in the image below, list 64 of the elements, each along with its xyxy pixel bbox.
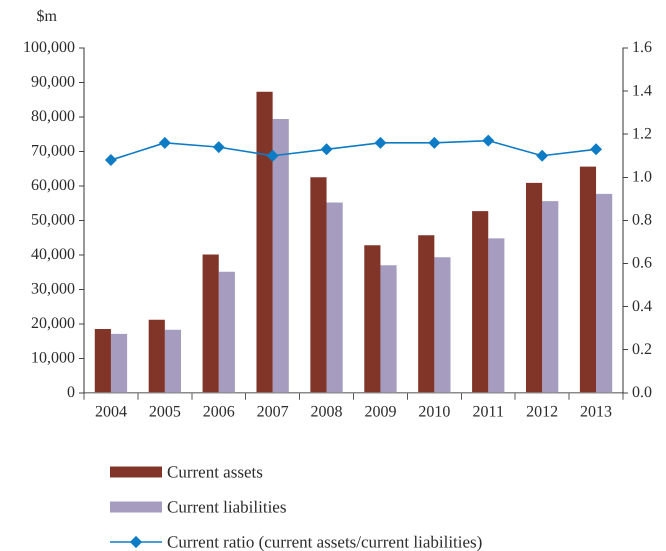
x-tick-label: 2009 — [364, 404, 396, 421]
point — [266, 150, 279, 162]
bar — [418, 235, 434, 392]
y2-tick-label: 1.0 — [632, 168, 652, 186]
point — [104, 154, 117, 166]
bar — [434, 257, 451, 392]
y2-tick-label: 0.6 — [632, 254, 652, 272]
bar — [580, 166, 596, 392]
x-tick-label: 2004 — [94, 404, 127, 421]
bar — [164, 330, 182, 392]
bar — [148, 320, 165, 392]
x-tick-label: 2008 — [310, 404, 343, 421]
y2-tick-label: 0.2 — [632, 340, 652, 358]
x-tick-label: 2013 — [580, 404, 612, 421]
bar — [202, 254, 219, 392]
y2-tick-label: 1.6 — [632, 39, 652, 56]
point — [482, 134, 494, 147]
point — [536, 150, 548, 162]
point — [320, 143, 333, 156]
point — [428, 136, 440, 149]
point — [158, 136, 171, 149]
y-tick-label: 100,000 — [23, 39, 75, 56]
x-tick-label: 2007 — [256, 404, 289, 421]
y-tick-label: 70,000 — [31, 142, 75, 160]
y-tick-label: 30,000 — [31, 280, 75, 298]
bar — [380, 265, 397, 392]
bar — [364, 245, 380, 392]
x-tick-label: 2006 — [202, 404, 235, 421]
y2-tick-label: 0.4 — [632, 298, 652, 315]
bar — [472, 211, 488, 392]
bar — [526, 182, 542, 392]
y2-tick-label: 0.8 — [632, 212, 652, 229]
y-tick-label: 20,000 — [31, 315, 75, 332]
y-tick-label: 50,000 — [31, 212, 75, 229]
legend-label: Current assets — [167, 462, 263, 482]
point — [212, 141, 225, 154]
y-tick-label: 0 — [67, 384, 75, 402]
bar — [326, 202, 343, 392]
bar — [272, 119, 289, 392]
y-tick-label: 40,000 — [31, 246, 75, 264]
bar — [94, 329, 111, 392]
bar — [256, 92, 273, 392]
legend-label: Current ratio (current assets/current liabilities) — [167, 532, 482, 551]
bar — [542, 201, 558, 392]
y2-tick-label: 0.0 — [632, 384, 652, 402]
point — [590, 143, 602, 156]
y2-tick-label: 1.2 — [632, 125, 652, 142]
y-tick-label: 90,000 — [31, 74, 75, 91]
x-tick-label: 2011 — [472, 404, 504, 421]
y-tick-label: 80,000 — [31, 108, 75, 126]
y2-tick-label: 1.4 — [632, 82, 652, 100]
point — [374, 136, 386, 149]
bar — [310, 177, 327, 392]
bar — [110, 334, 128, 392]
bar — [488, 238, 504, 392]
legend-label: Current liabilities — [167, 497, 286, 516]
x-tick-label: 2005 — [148, 404, 181, 421]
x-tick-label: 2010 — [418, 404, 450, 421]
y-tick-label: 10,000 — [31, 350, 75, 367]
x-tick-label: 2012 — [526, 404, 558, 421]
y-tick-label: 60,000 — [31, 177, 75, 194]
bar — [218, 272, 235, 392]
bar — [596, 194, 612, 392]
y-axis-title: $m — [36, 8, 58, 26]
